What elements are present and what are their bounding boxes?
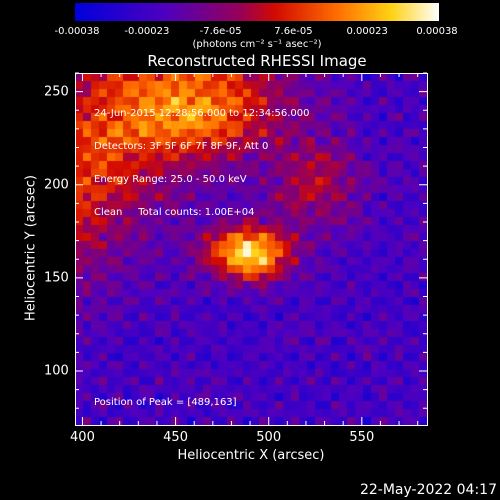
annotation-detectors: Detectors: 3F 5F 6F 7F 8F 9F, Att 0 xyxy=(94,141,269,152)
annotation-clean-counts: Clean Total counts: 1.00E+04 xyxy=(94,207,255,218)
plot-border xyxy=(75,73,428,426)
x-tick-label: 500 xyxy=(256,430,282,445)
plot-date: 22-May-2022 04:17 xyxy=(359,482,497,498)
annotation-energy-range: Energy Range: 25.0 - 50.0 keV xyxy=(94,174,247,185)
x-tick-label: 550 xyxy=(349,430,375,445)
colorbar-tick-label: -0.00038 xyxy=(54,26,100,37)
x-tick-label: 400 xyxy=(70,430,95,445)
y-tick-label: 200 xyxy=(44,177,69,193)
y-axis-label: Heliocentric Y (arcsec) xyxy=(23,175,39,321)
x-axis-label: Heliocentric X (arcsec) xyxy=(177,448,325,463)
colorbar xyxy=(75,3,439,21)
colorbar-tick-label: 0.00038 xyxy=(416,26,458,37)
y-tick-label: 250 xyxy=(44,84,69,100)
y-tick-label: 100 xyxy=(44,363,69,379)
image-annotations: 24-Jun-2015 12:28:56.000 to 12:34:56.000… xyxy=(94,86,310,229)
colorbar-tick-label: 7.6e-05 xyxy=(274,26,313,37)
annotation-time-range: 24-Jun-2015 12:28:56.000 to 12:34:56.000 xyxy=(94,108,310,119)
chart-title: Reconstructed RHESSI Image xyxy=(147,52,367,70)
peak-position-label: Position of Peak = [489,163] xyxy=(94,397,237,408)
colorbar-tick-label: 0.00023 xyxy=(346,26,388,37)
heatmap-image xyxy=(75,73,427,425)
colorbar-tick-label: -0.00023 xyxy=(124,26,170,37)
y-tick-label: 150 xyxy=(44,270,69,286)
x-tick-label: 450 xyxy=(163,430,188,445)
colorbar-tick-label: -7.6e-05 xyxy=(199,26,242,37)
colorbar-unit: (photons cm⁻² s⁻¹ asec⁻²) xyxy=(192,39,322,50)
